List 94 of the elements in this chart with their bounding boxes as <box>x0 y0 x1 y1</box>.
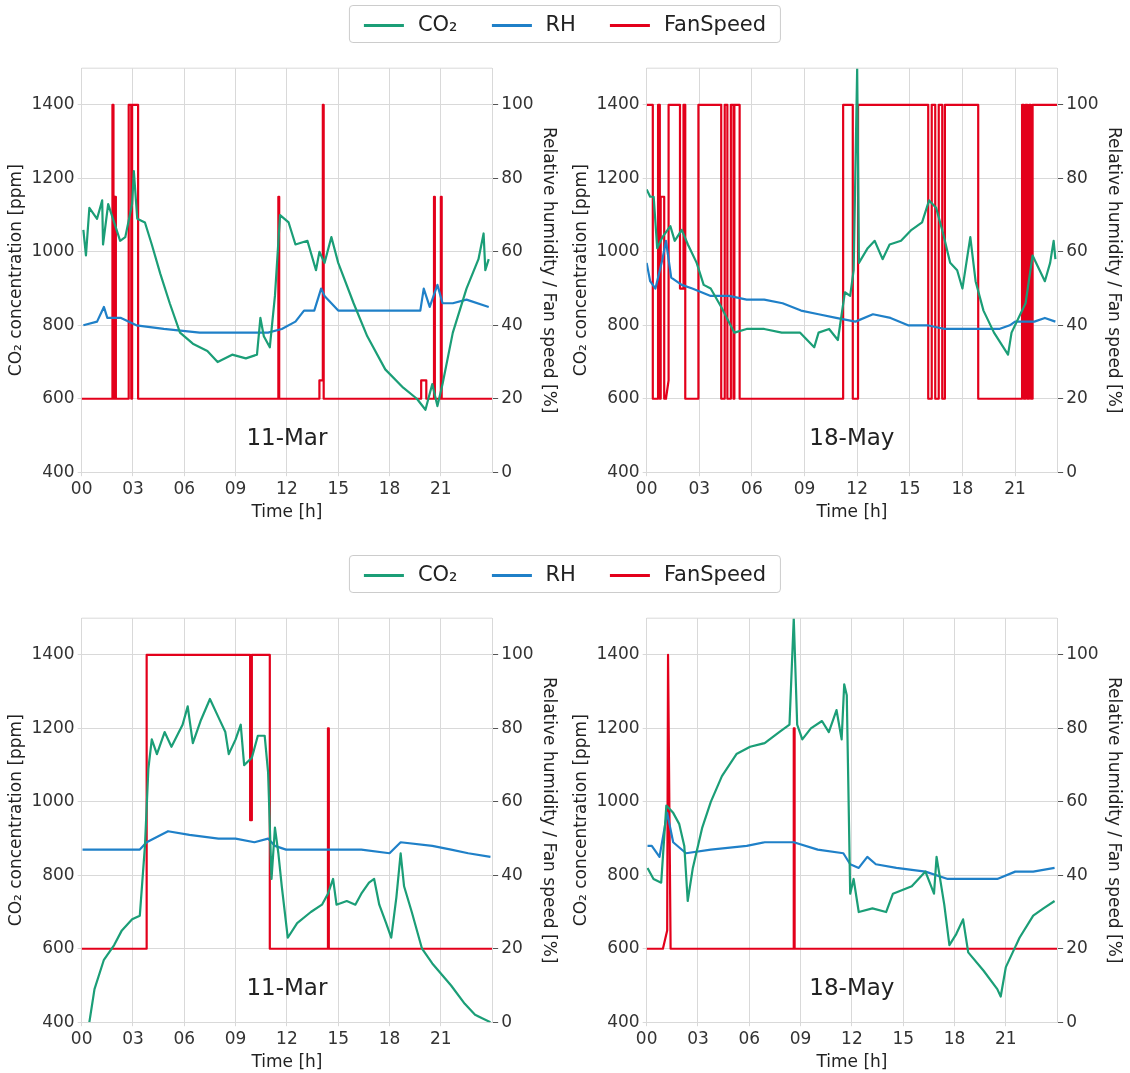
y2-tick-label: 60 <box>1066 790 1088 811</box>
y2-tick-label: 100 <box>1066 643 1099 664</box>
x-tick-label: 15 <box>327 1027 350 1048</box>
y-tick-label: 1400 <box>596 93 640 114</box>
y-axis-title: CO₂ concentration [ppm] <box>569 164 590 377</box>
y2-tick-label: 0 <box>1066 460 1077 481</box>
x-tick-label: 18 <box>943 1027 966 1048</box>
x-axis-title: Time [h] <box>815 1051 888 1072</box>
x-tick-label: 21 <box>1004 477 1026 498</box>
y-tick-label: 1400 <box>596 643 640 664</box>
y2-tick-label: 80 <box>501 716 523 737</box>
annotation: 18-May <box>809 423 895 450</box>
x-tick-label: 06 <box>173 477 196 498</box>
x-tick-label: 12 <box>841 1027 863 1048</box>
y-tick-label: 1000 <box>596 240 640 261</box>
x-tick-label: 06 <box>173 1027 196 1048</box>
y2-tick-label: 40 <box>501 313 523 334</box>
x-tick-label: 12 <box>276 477 298 498</box>
y2-tick-label: 20 <box>1066 387 1088 408</box>
x-tick-label: 12 <box>276 1027 298 1048</box>
x-tick-label: 03 <box>687 1027 709 1048</box>
x-tick-label: 21 <box>430 1027 452 1048</box>
x-tick-label: 03 <box>122 1027 144 1048</box>
y2-tick-label: 20 <box>501 937 523 958</box>
y-tick-label: 1400 <box>31 93 75 114</box>
legend-label: CO₂ <box>417 562 458 586</box>
y2-tick-label: 0 <box>501 1010 512 1031</box>
y2-tick-label: 0 <box>1066 1010 1077 1031</box>
x-tick-label: 18 <box>378 1027 401 1048</box>
y-tick-label: 600 <box>607 387 640 408</box>
y-tick-label: 800 <box>607 863 640 884</box>
y-tick-label: 800 <box>42 313 75 334</box>
x-axis-title: Time [h] <box>250 1051 323 1072</box>
legend-label: FanSpeed <box>663 562 767 586</box>
x-axis-title: Time [h] <box>250 501 323 522</box>
x-tick-label: 18 <box>378 477 401 498</box>
x-tick-label: 09 <box>224 477 247 498</box>
y2-tick-label: 80 <box>501 166 523 187</box>
y2-tick-label: 20 <box>501 387 523 408</box>
x-tick-label: 15 <box>898 477 921 498</box>
y-tick-label: 600 <box>42 937 75 958</box>
y-tick-label: 1200 <box>596 166 640 187</box>
x-tick-label: 21 <box>995 1027 1017 1048</box>
y-tick-label: 1200 <box>31 166 75 187</box>
annotation: 11-Mar <box>246 423 328 450</box>
y2-tick-label: 40 <box>1066 863 1088 884</box>
legend-label: RH <box>545 562 576 586</box>
y2-tick-label: 0 <box>501 460 512 481</box>
y-tick-label: 800 <box>42 863 75 884</box>
x-tick-label: 09 <box>224 1027 247 1048</box>
y2-axis-title: Relative humidity / Fan speed [%] <box>1105 676 1126 964</box>
x-tick-label: 09 <box>789 1027 812 1048</box>
y2-tick-label: 40 <box>501 863 523 884</box>
legend-label: RH <box>545 12 576 36</box>
x-tick-label: 12 <box>846 477 868 498</box>
y2-tick-label: 60 <box>501 240 523 261</box>
x-tick-label: 18 <box>951 477 974 498</box>
y2-tick-label: 20 <box>1066 937 1088 958</box>
y-axis-title: CO₂ concentration [ppm] <box>4 714 25 927</box>
y2-tick-label: 40 <box>1066 313 1088 334</box>
y-axis-title: CO₂ concentration [ppm] <box>569 714 590 927</box>
x-tick-label: 15 <box>892 1027 915 1048</box>
y2-axis-title: Relative humidity / Fan speed [%] <box>1105 126 1126 414</box>
y2-tick-label: 60 <box>501 790 523 811</box>
y-tick-label: 1000 <box>596 790 640 811</box>
y2-tick-label: 80 <box>1066 716 1088 737</box>
y2-tick-label: 100 <box>1066 93 1099 114</box>
y2-tick-label: 80 <box>1066 166 1088 187</box>
x-axis-title: Time [h] <box>815 501 888 522</box>
x-tick-label: 15 <box>327 477 350 498</box>
y-tick-label: 1200 <box>31 716 75 737</box>
x-tick-label: 03 <box>688 477 711 498</box>
y2-tick-label: 100 <box>501 93 534 114</box>
y2-tick-label: 100 <box>501 643 534 664</box>
y-tick-label: 1200 <box>596 716 640 737</box>
legend-label: CO₂ <box>417 12 458 36</box>
y-tick-label: 1000 <box>31 240 75 261</box>
x-tick-label: 21 <box>430 477 452 498</box>
x-tick-label: 03 <box>122 477 144 498</box>
x-tick-label: 06 <box>741 477 763 498</box>
y-tick-label: 800 <box>607 313 640 334</box>
y2-axis-title: Relative humidity / Fan speed [%] <box>540 676 561 964</box>
y-tick-label: 600 <box>607 937 640 958</box>
x-tick-label: 06 <box>738 1027 761 1048</box>
annotation: 18-May <box>809 973 895 1000</box>
y-tick-label: 600 <box>42 387 75 408</box>
y2-tick-label: 60 <box>1066 240 1088 261</box>
y-tick-label: 1400 <box>31 643 75 664</box>
y2-axis-title: Relative humidity / Fan speed [%] <box>540 126 561 414</box>
annotation: 11-Mar <box>246 973 328 1000</box>
y-tick-label: 1000 <box>31 790 75 811</box>
legend-label: FanSpeed <box>663 12 767 36</box>
y-axis-title: CO₂ concentration [ppm] <box>4 164 25 377</box>
x-tick-label: 09 <box>793 477 816 498</box>
